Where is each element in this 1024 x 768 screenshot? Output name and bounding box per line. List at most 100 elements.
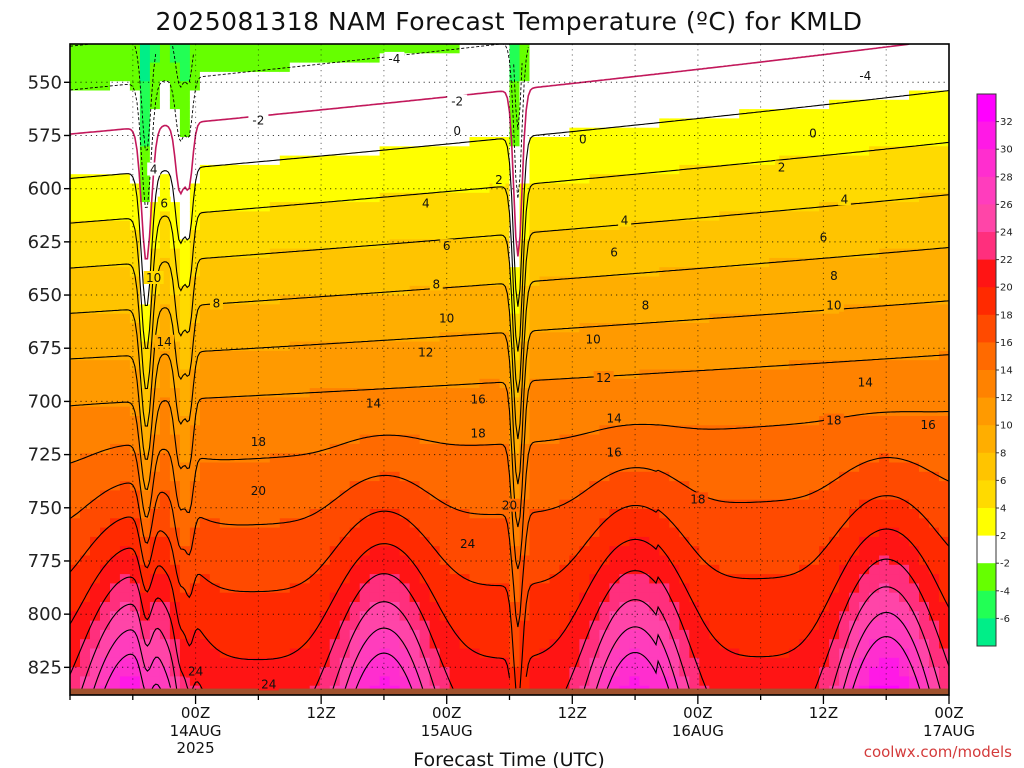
heatmap-cell [229,267,241,278]
heatmap-cell [639,481,650,491]
heatmap-cell [519,164,531,175]
heatmap-cell [749,71,760,82]
heatmap-cell [489,611,501,622]
heatmap-cell [759,481,770,491]
heatmap-cell [659,267,670,278]
heatmap-cell [409,257,421,268]
heatmap-cell [399,90,411,101]
heatmap-cell [249,667,261,677]
heatmap-cell [559,53,570,64]
heatmap-cell [289,230,301,240]
heatmap-cell [669,71,680,82]
heatmap-cell [269,369,281,380]
heatmap-cell [199,164,211,175]
heatmap-cell [679,202,690,212]
heatmap-cell [339,518,351,529]
heatmap-cell [229,332,241,343]
heatmap-cell [329,71,341,82]
heatmap-cell [519,453,531,464]
heatmap-cell [479,304,491,315]
heatmap-cell [279,248,291,259]
heatmap-cell [199,471,211,482]
heatmap-cell [559,378,570,389]
heatmap-cell [699,425,710,436]
heatmap-cell [279,657,291,668]
heatmap-cell [489,378,501,389]
heatmap-cell [229,62,241,73]
heatmap-cell [769,639,780,650]
heatmap-cell [129,555,141,566]
heatmap-cell [769,164,780,175]
heatmap-cell [439,81,451,92]
heatmap-cell [599,388,610,398]
heatmap-cell [239,657,251,668]
heatmap-cell [309,164,321,175]
heatmap-cell [199,639,211,650]
heatmap-cell [469,499,481,510]
heatmap-cell [110,313,121,324]
heatmap-cell [489,341,501,352]
heatmap-cell [489,583,501,594]
heatmap-cell [369,341,381,352]
heatmap-cell [289,509,301,519]
heatmap-cell [159,313,171,324]
heatmap-cell [589,471,600,482]
heatmap-cell [159,267,171,278]
heatmap-cell [229,276,241,287]
heatmap-cell [169,667,181,677]
heatmap-cell [439,323,451,333]
heatmap-cell [429,602,441,612]
heatmap-cell [619,313,630,324]
heatmap-cell [419,546,431,557]
heatmap-cell [519,90,531,101]
heatmap-cell [659,583,670,594]
heatmap-cell [719,109,730,119]
heatmap-cell [769,276,780,287]
heatmap-cell [339,220,351,231]
heatmap-cell [329,471,341,482]
heatmap-cell [369,564,381,575]
heatmap-cell [559,462,570,473]
heatmap-cell [339,164,351,175]
heatmap-cell [299,462,311,473]
heatmap-cell [229,406,241,417]
heatmap-cell [749,220,760,231]
heatmap-cell [539,174,551,185]
heatmap-cell [169,211,181,222]
heatmap-cell [599,583,610,594]
heatmap-cell [499,71,511,82]
heatmap-cell [479,248,491,259]
heatmap-cell [529,648,541,659]
heatmap-cell [100,137,111,147]
heatmap-cell [559,137,570,147]
heatmap-cell [639,629,650,640]
heatmap-cell [70,295,81,305]
heatmap-cell [359,127,371,138]
heatmap-cell [609,536,620,547]
heatmap-cell [549,555,561,566]
heatmap-cell [509,53,521,64]
heatmap-cell [699,574,710,584]
heatmap-cell [669,509,680,519]
heatmap-cell [269,499,281,510]
heatmap-cell [579,220,590,231]
heatmap-cell [429,285,441,296]
heatmap-cell [339,434,351,445]
heatmap-cell [219,174,231,185]
heatmap-cell [649,453,660,464]
heatmap-cell [719,53,730,64]
heatmap-cell [409,174,421,185]
heatmap-cell [329,285,341,296]
heatmap-cell [539,248,551,259]
heatmap-cell [159,174,171,185]
heatmap-cell [779,248,790,259]
heatmap-cell [749,555,760,566]
heatmap-cell [649,490,660,501]
heatmap-cell [279,90,291,101]
heatmap-cell [100,416,111,426]
heatmap-cell [219,81,231,92]
heatmap-cell [100,378,111,389]
heatmap-cell [90,137,101,147]
heatmap-cell [229,99,241,110]
heatmap-cell [589,183,600,194]
